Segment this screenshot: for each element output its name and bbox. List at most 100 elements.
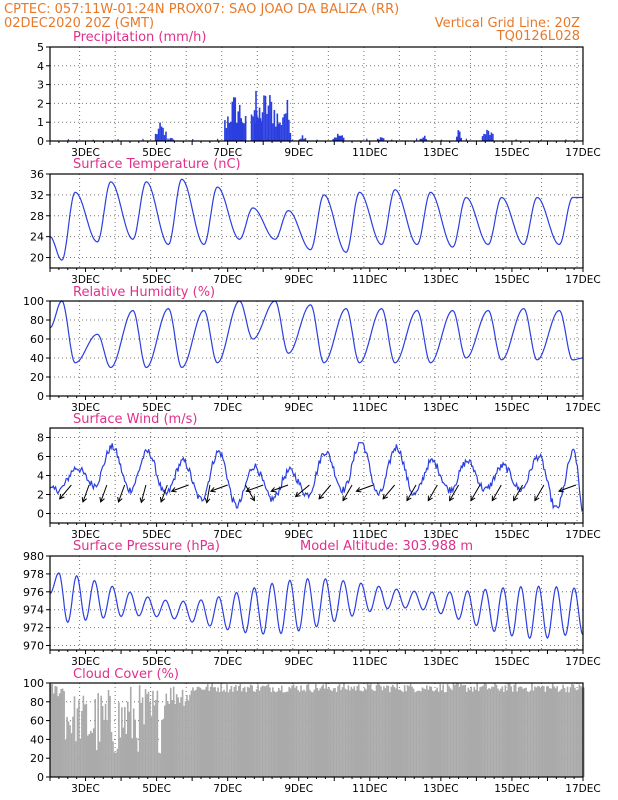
precipitation-bar xyxy=(244,115,247,141)
precipitation-xtick-label: 5DEC xyxy=(142,147,171,159)
cloud-bar xyxy=(155,699,157,777)
precipitation-ytick-label: 3 xyxy=(37,79,44,92)
cloud-bar xyxy=(508,683,511,777)
cloud-bar xyxy=(571,683,573,777)
precipitation-bar xyxy=(142,138,144,141)
cloud-bar xyxy=(494,683,496,777)
cloud-bar xyxy=(306,684,308,777)
precipitation-xtick-label: 13DEC xyxy=(423,147,458,159)
wind-vector xyxy=(246,484,264,492)
cloud-bar xyxy=(54,686,57,777)
cloud-bar xyxy=(164,705,166,777)
temperature-ytick-label: 20 xyxy=(30,252,44,265)
cloud-bar xyxy=(557,691,560,777)
cloud-bar xyxy=(297,690,299,777)
humidity-ytick-label: 80 xyxy=(30,314,44,327)
cloud-bar xyxy=(55,686,58,777)
panels: 0 1 2 3 4 5 3DEC 5DEC 7DEC 9DEC 11DEC 13DEC 15DEC 17D… xyxy=(23,41,601,795)
cloud-bar xyxy=(119,737,122,777)
cloud-bar xyxy=(560,688,563,777)
cloud-bar xyxy=(172,686,175,777)
wind-vector-head xyxy=(382,493,388,500)
precipitation-bar xyxy=(163,135,166,141)
cloud-bar xyxy=(556,686,558,777)
cloud-bar xyxy=(144,689,147,777)
wind-vector xyxy=(406,484,417,501)
wind-vector xyxy=(100,484,108,503)
cloud-bar xyxy=(443,692,446,777)
cloud-bar xyxy=(238,685,240,777)
cloud-bar xyxy=(565,692,567,777)
cloud-bar xyxy=(353,686,356,777)
cloud-bar xyxy=(578,684,581,777)
cloud-bar xyxy=(196,686,199,777)
pressure-ytick-label: 978 xyxy=(23,568,44,581)
precipitation-bar xyxy=(272,123,274,141)
header-grid-line: Vertical Grid Line: 20Z xyxy=(435,16,580,31)
cloud-bar xyxy=(334,687,336,777)
wind-vector xyxy=(295,484,310,497)
cloud-bar xyxy=(91,732,94,777)
precipitation-bar xyxy=(341,135,343,141)
precipitation-bar xyxy=(283,114,286,141)
cloud-bar xyxy=(415,691,418,777)
cloud-bar xyxy=(514,683,517,777)
pressure-panel: 970 972 974 976 978 980 3DEC 5DEC 7DEC 9DEC 11DEC 1… xyxy=(23,550,601,668)
precipitation-bar xyxy=(267,105,270,141)
cloud-bar xyxy=(501,686,504,777)
pressure-xtick-label: 7DEC xyxy=(213,656,242,668)
cloud-bar xyxy=(174,703,176,777)
cloud-bar xyxy=(232,691,234,777)
cloud-bar xyxy=(272,687,274,777)
cloud-bar xyxy=(504,685,507,777)
cloud-bar xyxy=(126,701,129,777)
cloud-bar xyxy=(323,688,326,777)
cloud-bar xyxy=(134,719,136,777)
cloud-bar xyxy=(417,690,419,777)
cloud-bar xyxy=(541,685,544,777)
temperature-frame xyxy=(49,173,584,269)
cloud-bar xyxy=(396,683,399,777)
cloud-bar xyxy=(254,691,256,777)
cloud-bar xyxy=(294,687,296,777)
temperature-ytick-label: 36 xyxy=(30,168,44,181)
cloud-bar xyxy=(511,691,514,777)
cloud-bar xyxy=(482,685,484,777)
precipitation-ytick-label: 1 xyxy=(37,116,44,129)
temperature-xtick-label: 3DEC xyxy=(71,274,100,286)
precipitation-bar xyxy=(165,131,167,141)
precipitation-bar xyxy=(465,138,467,141)
cloud-bar xyxy=(63,691,65,777)
cloud-bar xyxy=(325,683,327,777)
precipitation-bar xyxy=(252,116,254,141)
wind-xtick-label: 13DEC xyxy=(423,529,458,541)
cloud-bar xyxy=(269,687,271,777)
temperature-ytick-label: 24 xyxy=(30,231,44,244)
precipitation-bar xyxy=(280,125,283,141)
cloud-bar xyxy=(577,689,579,777)
wind-vector-head xyxy=(245,487,252,493)
cloud-bar xyxy=(313,689,316,777)
cloud-bar xyxy=(128,711,131,777)
precipitation-bar xyxy=(515,139,517,141)
wind-vector-head xyxy=(513,495,519,502)
cloud-bar xyxy=(566,686,569,777)
wind-vector xyxy=(491,484,502,501)
precipitation-xtick-label: 9DEC xyxy=(284,147,313,159)
wind-vector xyxy=(59,484,72,500)
cloud-bar xyxy=(132,708,135,777)
cloud-bar xyxy=(551,683,554,777)
cloud-bar xyxy=(85,703,88,777)
cloud-bar xyxy=(146,694,148,777)
precipitation-bar xyxy=(154,133,157,141)
cloud-bar xyxy=(195,690,197,777)
temperature-xtick-label: 9DEC xyxy=(284,274,313,286)
precipitation-bar xyxy=(381,137,383,141)
cloud-bar xyxy=(186,695,188,777)
cloud-bar xyxy=(180,697,182,777)
cloud-bar xyxy=(392,684,394,777)
cloud-bar xyxy=(346,689,348,777)
cloud-bar xyxy=(263,686,265,777)
model-altitude: Model Altitude: 303.988 m xyxy=(300,539,473,554)
cloud-bar xyxy=(75,741,77,777)
